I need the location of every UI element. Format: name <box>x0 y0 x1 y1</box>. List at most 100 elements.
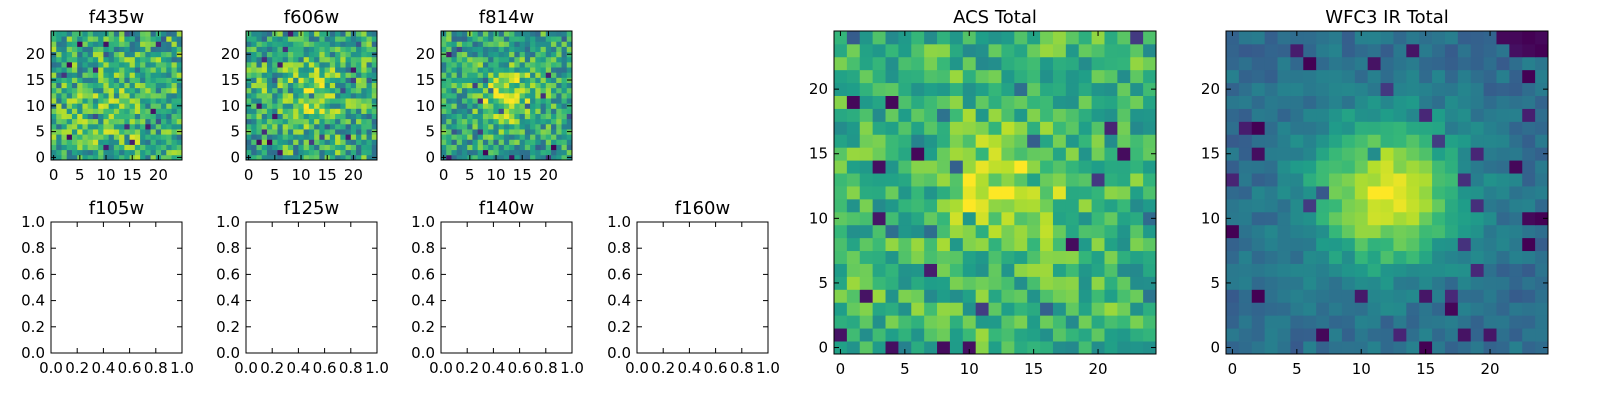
heatmap-cell <box>345 72 352 78</box>
heatmap-cell <box>92 149 99 156</box>
heatmap-cell <box>846 250 861 264</box>
heatmap-cell <box>1483 198 1497 213</box>
heatmap-cell <box>1419 134 1433 148</box>
heatmap-cell <box>134 92 141 99</box>
heatmap-cell <box>1470 198 1484 213</box>
heatmap-cell <box>566 92 573 99</box>
heatmap-cell <box>472 118 479 125</box>
heatmap-cell <box>1509 82 1523 96</box>
heatmap-cell <box>467 139 473 145</box>
heatmap-cell <box>1329 43 1343 58</box>
heatmap-cell <box>859 276 874 290</box>
heatmap-cell <box>140 41 146 47</box>
heatmap-cell <box>467 46 473 53</box>
heatmap-cell <box>282 51 289 58</box>
heatmap-cell <box>246 82 252 89</box>
heatmap-cell <box>540 82 547 89</box>
heatmap-cell <box>371 123 378 130</box>
heatmap-cell <box>1509 121 1523 135</box>
heatmap-cell <box>859 237 874 252</box>
heatmap-cell <box>335 67 341 73</box>
heatmap-cell <box>145 51 151 58</box>
heatmap-cell <box>1303 289 1317 303</box>
heatmap-cell <box>335 113 341 120</box>
heatmap-cell <box>277 144 284 151</box>
heatmap-cell <box>345 87 352 94</box>
heatmap-cell <box>1078 173 1092 187</box>
heatmap-cell <box>545 87 552 94</box>
heatmap-cell <box>66 87 73 94</box>
heatmap-cell <box>51 41 57 47</box>
heatmap-cell <box>329 72 336 78</box>
heatmap-cell <box>988 341 1002 355</box>
heatmap-cell <box>503 108 510 114</box>
heatmap-cell <box>545 82 552 89</box>
heatmap-cell <box>834 160 848 174</box>
heatmap-cell <box>498 46 505 53</box>
heatmap-cell <box>503 77 510 83</box>
heatmap-cell <box>1091 250 1105 264</box>
heatmap-cell <box>1522 56 1536 71</box>
heatmap-cell <box>524 92 531 99</box>
heatmap-cell <box>1393 82 1407 96</box>
heatmap-cell <box>324 72 331 78</box>
heatmap-cell <box>166 41 172 47</box>
heatmap-cell <box>1496 276 1510 290</box>
heatmap-cell <box>340 144 346 151</box>
heatmap-cell <box>859 263 874 277</box>
heatmap-cell <box>329 46 336 53</box>
heatmap-cell <box>308 51 315 58</box>
heatmap-cell <box>1251 302 1266 316</box>
heatmap-cell <box>1117 302 1131 316</box>
y-tick-label: 20 <box>221 45 240 63</box>
heatmap-cell <box>1104 31 1118 45</box>
heatmap-cell <box>1354 289 1369 303</box>
heatmap-cell <box>545 36 552 42</box>
heatmap-cell <box>319 67 325 73</box>
heatmap-cell <box>834 69 848 84</box>
heatmap-cell <box>503 134 510 140</box>
heatmap-cell <box>366 123 373 130</box>
heatmap-cell <box>467 144 473 151</box>
heatmap-cell <box>1117 211 1131 226</box>
heatmap-cell <box>1104 237 1118 252</box>
heatmap-cell <box>545 149 552 156</box>
heatmap-cell <box>1065 315 1080 329</box>
heatmap-cell <box>293 87 299 94</box>
heatmap-cell <box>885 302 899 316</box>
heatmap-cell <box>493 113 500 120</box>
heatmap-cell <box>113 123 120 130</box>
heatmap-cell <box>975 134 989 148</box>
heatmap-cell <box>509 113 515 120</box>
heatmap-cell <box>1483 237 1497 252</box>
heatmap-cell <box>1329 198 1343 213</box>
heatmap-cell <box>1277 211 1291 226</box>
heatmap-cell <box>92 139 99 145</box>
heatmap-cell <box>1444 186 1459 200</box>
heatmap-cell <box>545 123 552 130</box>
heatmap-cell <box>298 51 305 58</box>
heatmap-cell <box>66 154 73 161</box>
heatmap-cell <box>556 72 562 78</box>
heatmap-cell <box>949 43 964 58</box>
heatmap-cell <box>266 77 273 83</box>
heatmap-cell <box>1329 160 1343 174</box>
heatmap-cell <box>119 103 125 109</box>
heatmap-cell <box>134 82 141 89</box>
heatmap-cell <box>1065 43 1080 58</box>
heatmap-cell <box>1380 186 1394 200</box>
y-tick-label: 20 <box>1201 80 1220 98</box>
heatmap-cell <box>441 139 447 145</box>
heatmap-cell <box>1264 121 1278 135</box>
heatmap-cell <box>1406 198 1420 213</box>
axes-frame-f105w <box>50 221 183 354</box>
heatmap-cell <box>1290 289 1304 303</box>
heatmap-cell <box>1078 302 1092 316</box>
heatmap-cell <box>366 149 373 156</box>
heatmap-cell <box>356 87 362 94</box>
heatmap-cell <box>924 250 938 264</box>
heatmap-cell <box>477 108 484 114</box>
heatmap-cell <box>898 250 912 264</box>
heatmap-cell <box>530 103 536 109</box>
heatmap-cell <box>1277 315 1291 329</box>
